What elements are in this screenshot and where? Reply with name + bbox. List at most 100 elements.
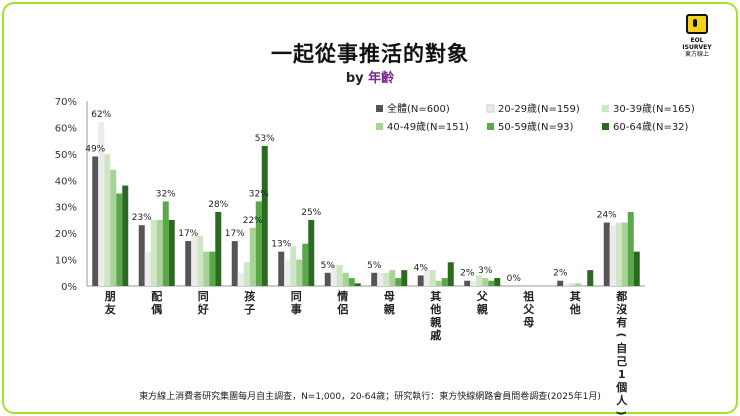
x-tick-label: ) <box>615 410 628 415</box>
x-tick-label: 親 <box>430 315 441 329</box>
x-tick-label: 朋 <box>104 290 116 303</box>
logo-text-zh: 東方線上 <box>684 51 709 58</box>
x-tick-label: 父 <box>522 303 535 316</box>
x-tick-label: 事 <box>291 302 302 316</box>
bar <box>308 219 315 286</box>
x-tick-label: 孩 <box>244 289 255 303</box>
x-tick-label: 親 <box>477 302 488 316</box>
legend-swatch <box>602 105 609 112</box>
bar <box>429 270 436 286</box>
bar <box>243 262 250 286</box>
x-tick-label: 情 <box>337 289 348 303</box>
bar <box>284 259 291 286</box>
x-tick-label: 侶 <box>336 302 348 316</box>
bar <box>633 251 640 286</box>
chart-subtitle: by 年齡 <box>0 67 740 86</box>
data-label: 32% <box>249 189 269 199</box>
legend-label: 20-29歲(N=159) <box>498 102 580 115</box>
x-tick-label: 友 <box>105 302 116 316</box>
bar <box>417 275 424 286</box>
logo-text-en: EOL ISURVEY <box>682 37 712 51</box>
bar <box>603 222 610 286</box>
data-label: 23% <box>132 213 152 223</box>
bar <box>116 193 123 286</box>
bar <box>423 270 430 286</box>
bar <box>156 219 163 286</box>
bar <box>324 272 331 286</box>
x-tick-label: 都 <box>615 289 627 303</box>
legend-label: 30-39歲(N=165) <box>613 102 695 115</box>
x-tick-label: 戚 <box>430 328 441 342</box>
x-tick-label: 親 <box>384 302 395 316</box>
subtitle-highlight: 年齡 <box>368 71 395 86</box>
bar <box>296 259 303 286</box>
bar <box>185 241 192 286</box>
x-tick-label: 子 <box>244 303 255 316</box>
bar <box>336 264 343 286</box>
x-tick-label: 他 <box>569 302 581 316</box>
bar <box>231 241 238 286</box>
data-label: 62% <box>91 110 111 120</box>
bar <box>383 272 390 286</box>
data-label: 0% <box>507 274 522 284</box>
x-tick-label: 偶 <box>151 302 162 316</box>
bar <box>237 272 244 286</box>
data-label: 28% <box>208 200 228 210</box>
logo-icon <box>686 14 708 34</box>
x-tick-label: 其 <box>430 289 441 303</box>
bar <box>162 201 169 286</box>
y-tick-label: 0% <box>61 282 77 293</box>
legend-swatch <box>376 105 383 112</box>
bar <box>627 212 634 286</box>
bar <box>470 280 477 286</box>
bar <box>330 264 337 286</box>
data-label: 5% <box>367 261 382 271</box>
bar <box>144 251 151 286</box>
legend-swatch <box>486 104 495 113</box>
bar <box>92 156 99 286</box>
data-label: 22% <box>243 216 263 226</box>
x-tick-label: 母 <box>384 290 395 303</box>
bar <box>191 235 198 286</box>
brand-logo: EOL ISURVEY 東方線上 <box>675 14 719 66</box>
bar <box>278 251 285 286</box>
x-tick-label: 個 <box>615 380 627 394</box>
x-tick-label: 其 <box>570 289 581 303</box>
data-label: 5% <box>321 261 336 271</box>
bar <box>354 283 361 286</box>
bar <box>575 283 582 286</box>
bar <box>488 280 495 286</box>
x-tick-label: 他 <box>429 302 441 316</box>
bar <box>494 278 501 286</box>
bar <box>110 169 117 286</box>
bar <box>122 185 129 286</box>
x-tick-label: 祖 <box>522 289 534 303</box>
chart-title: 一起從事推活的對象 <box>271 42 469 66</box>
bar <box>569 283 576 286</box>
x-tick-label: ( <box>615 332 628 337</box>
legend-label: 40-49歲(N=151) <box>387 120 469 133</box>
x-tick-label: 配 <box>151 289 162 303</box>
data-label: 24% <box>597 211 617 221</box>
bar <box>587 270 594 286</box>
legend-label: 全體(N=600) <box>387 102 450 115</box>
bar <box>609 225 616 286</box>
bar <box>98 122 105 287</box>
data-label: 17% <box>225 229 245 239</box>
bar <box>441 278 448 286</box>
footnote: 東方線上消費者研究集團每月自主調查，N=1,000，20-64歲；研究執行：東方… <box>139 392 601 402</box>
bar <box>615 222 622 286</box>
data-label: 2% <box>460 269 475 279</box>
y-tick-label: 10% <box>55 256 77 267</box>
bar <box>621 222 628 286</box>
x-tick-label: 同 <box>198 290 209 303</box>
bar <box>395 278 402 286</box>
bar <box>342 272 349 286</box>
x-tick-label: 沒 <box>616 302 628 316</box>
bar <box>150 219 157 286</box>
x-tick-label: 好 <box>197 302 209 316</box>
legend-swatch <box>376 123 383 130</box>
bar <box>168 219 175 286</box>
bar <box>302 243 309 286</box>
data-label: 13% <box>271 240 291 250</box>
